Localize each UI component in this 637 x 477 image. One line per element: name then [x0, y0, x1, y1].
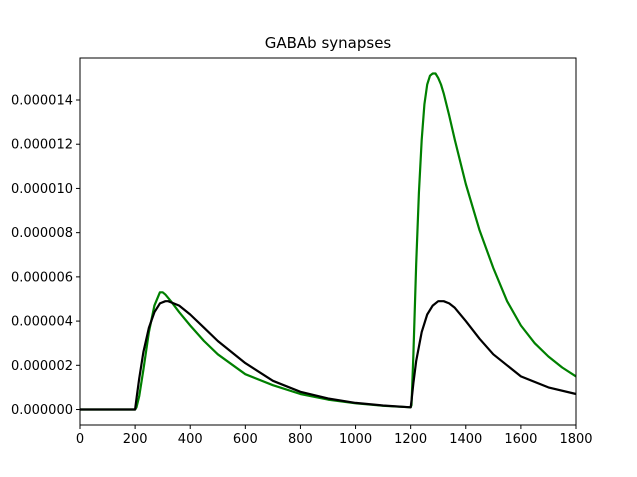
x-tick-label: 1400	[449, 432, 482, 447]
y-tick-label: 0.000006	[11, 270, 73, 285]
y-tick-label: 0.000002	[11, 359, 73, 374]
y-tick-label: 0.000012	[11, 138, 73, 153]
y-tick-label: 0.000004	[11, 315, 73, 330]
y-tick-label: 0.000000	[11, 403, 73, 418]
x-tick-label: 800	[288, 432, 313, 447]
x-tick-label: 1200	[394, 432, 427, 447]
y-tick-label: 0.000010	[11, 182, 73, 197]
chart-title: GABAb synapses	[265, 34, 392, 52]
plot-frame	[79, 57, 577, 426]
x-axis: 0 200 400 600 800 1000 1200 1400 1600 1800	[76, 425, 593, 447]
y-axis: 0.000000 0.000002 0.000004 0.000006 0.000008…	[11, 94, 80, 418]
x-tick-label: 600	[233, 432, 258, 447]
x-tick-label: 1600	[504, 432, 537, 447]
series-line-2	[80, 300, 577, 411]
x-tick-label: 1800	[559, 432, 592, 447]
y-tick-label: 0.000014	[11, 94, 73, 109]
series-layer	[80, 72, 577, 411]
x-tick-label: 1000	[339, 432, 372, 447]
y-tick-label: 0.000008	[11, 226, 73, 241]
x-tick-label: 200	[123, 432, 148, 447]
x-tick-label: 0	[76, 432, 84, 447]
x-tick-label: 400	[178, 432, 203, 447]
